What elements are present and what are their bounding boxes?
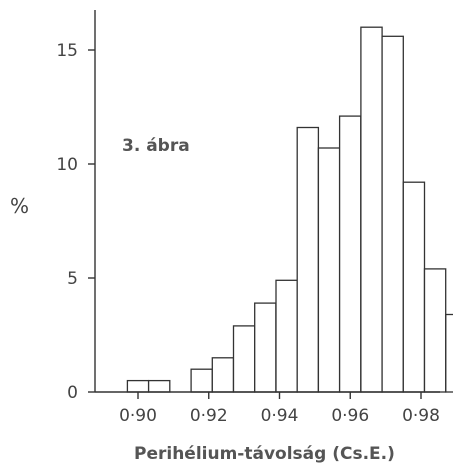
x-tick-label: 0·98: [402, 406, 440, 426]
x-tick-label: 0·92: [190, 406, 228, 426]
y-tick-label: 10: [56, 155, 78, 175]
histogram-bar: [254, 302, 277, 393]
chart-annotation: 3. ábra: [122, 136, 190, 156]
histogram-bar: [126, 379, 150, 393]
y-axis-label: %: [10, 194, 29, 218]
y-ticks-group: 0 5 10 15: [56, 41, 95, 403]
histogram-bar: [445, 313, 453, 393]
histogram-bar: [190, 368, 213, 393]
y-tick-label: 0: [67, 383, 78, 403]
bars-group: [126, 26, 453, 393]
histogram-bar: [338, 115, 362, 393]
histogram-bar: [360, 26, 383, 393]
histogram-bar: [232, 325, 256, 393]
x-tick-label: 0·90: [119, 406, 157, 426]
x-axis-label: Perihélium-távolság (Cs.E.): [134, 444, 395, 464]
histogram-bar: [147, 379, 171, 393]
x-tick-label: 0·94: [261, 406, 299, 426]
y-tick-label: 5: [67, 269, 78, 289]
histogram-bar: [211, 357, 235, 393]
histogram-bar: [402, 181, 426, 393]
histogram-bar: [317, 147, 341, 393]
histogram-bar: [296, 126, 320, 393]
x-tick-label: 0·96: [331, 406, 369, 426]
histogram-bar: [275, 279, 298, 393]
x-ticks-group: 0·90 0·92 0·94 0·96 0·98: [119, 392, 440, 426]
histogram-bar: [423, 268, 447, 393]
y-tick-label: 15: [56, 41, 78, 61]
histogram-bar: [381, 35, 404, 393]
